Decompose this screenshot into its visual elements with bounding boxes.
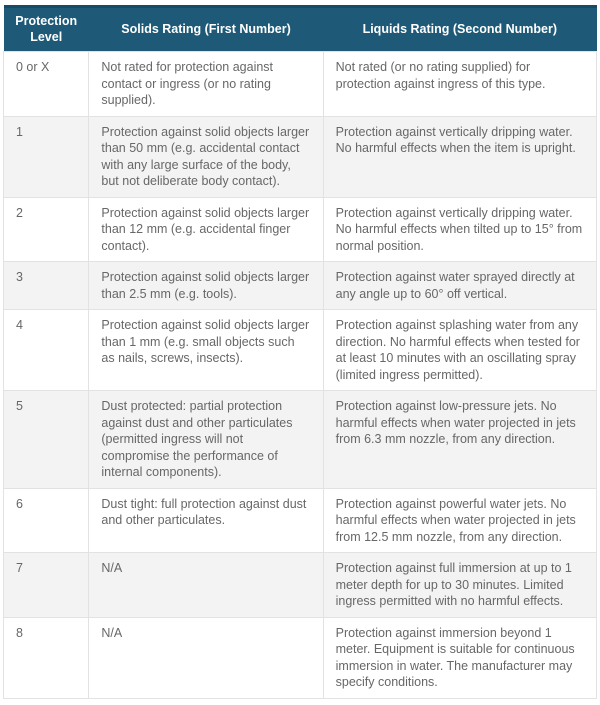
table-row: 3 Protection against solid objects large… [2,261,598,311]
solids-rating-text: Protection against solid objects larger … [88,196,324,263]
header-protection-level: Protection Level [3,4,89,52]
solids-rating-text: N/A [88,616,324,699]
table-row: 6 Dust tight: full protection against du… [2,487,598,554]
header-solids-rating: Solids Rating (First Number) [88,4,324,52]
liquids-rating-text: Protection against vertically dripping w… [322,196,598,263]
liquids-rating-text: Not rated (or no rating supplied) for pr… [322,51,598,117]
solids-rating-text: N/A [88,552,324,618]
liquids-rating-text: Protection against immersion beyond 1 me… [322,616,598,699]
liquids-rating-text: Protection against vertically dripping w… [322,115,598,198]
table-row: 2 Protection against solid objects large… [2,196,598,263]
solids-rating-text: Dust protected: partial protection again… [88,390,324,489]
liquids-rating-text: Protection against water sprayed directl… [322,261,598,311]
level-value: 4 [2,309,90,392]
table-header: Protection Level Solids Rating (First Nu… [3,4,597,52]
level-value: 1 [2,115,90,198]
level-value: 8 [2,616,90,699]
ip-rating-table: Protection Level Solids Rating (First Nu… [2,4,598,699]
liquids-rating-text: Protection against splashing water from … [322,309,598,392]
table-row: 0 or X Not rated for protection against … [2,51,598,117]
solids-rating-text: Protection against solid objects larger … [88,115,324,198]
liquids-rating-text: Protection against low-pressure jets. No… [322,390,598,489]
solids-rating-text: Dust tight: full protection against dust… [88,487,324,554]
solids-rating-text: Protection against solid objects larger … [88,309,324,392]
header-liquids-rating: Liquids Rating (Second Number) [323,4,597,52]
table-row: 5 Dust protected: partial protection aga… [2,390,598,489]
table-row: 8 N/A Protection against immersion beyon… [2,616,598,699]
level-value: 6 [2,487,90,554]
level-value: 7 [2,552,90,618]
level-value: 5 [2,390,90,489]
solids-rating-text: Protection against solid objects larger … [88,261,324,311]
liquids-rating-text: Protection against full immersion at up … [322,552,598,618]
solids-rating-text: Not rated for protection against contact… [88,51,324,117]
level-value: 3 [2,261,90,311]
table-row: 1 Protection against solid objects large… [2,115,598,198]
table-row: 4 Protection against solid objects large… [2,309,598,392]
liquids-rating-text: Protection against powerful water jets. … [322,487,598,554]
table-row: 7 N/A Protection against full immersion … [2,552,598,618]
header-row: Protection Level Solids Rating (First Nu… [3,4,597,52]
level-value: 2 [2,196,90,263]
level-value: 0 or X [2,51,90,117]
table-body: 0 or X Not rated for protection against … [2,51,598,699]
